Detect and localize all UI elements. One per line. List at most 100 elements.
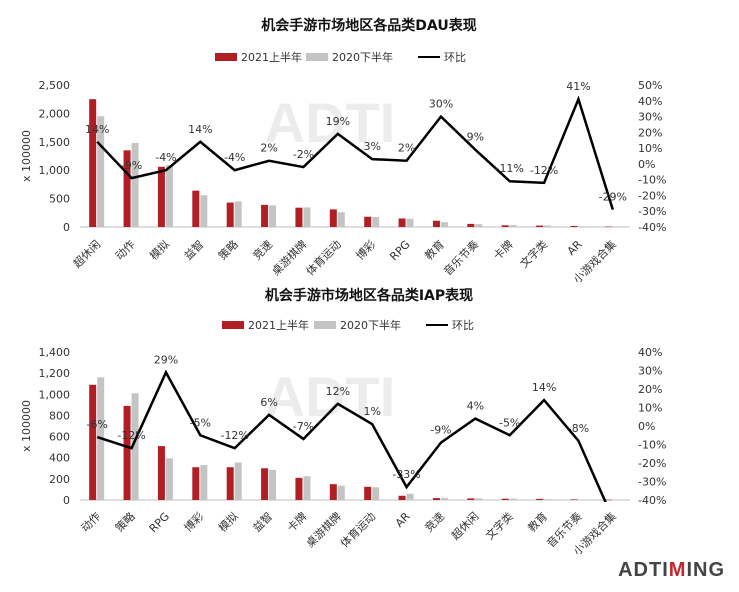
x-tick-label: 文字类: [517, 237, 550, 270]
line-data-label: 2%: [398, 142, 415, 155]
line-data-label: -8%: [568, 422, 589, 435]
line-data-label: -12%: [117, 429, 145, 442]
y2-tick-label: -30%: [638, 205, 666, 218]
x-tick-label: 卡牌: [284, 509, 309, 534]
line-data-label: -2%: [293, 148, 314, 161]
bar-2021h1: [192, 467, 200, 500]
bar-2020h2: [269, 205, 277, 227]
bar-2020h2: [303, 207, 311, 227]
bar-2021h1: [398, 495, 406, 500]
bar-2021h1: [501, 225, 509, 227]
line-series-qoq: [96, 95, 615, 211]
brand-accent: M: [668, 559, 687, 581]
y-tick-label: 1,500: [39, 136, 71, 149]
line-data-label: 14%: [188, 123, 212, 136]
bar-2020h2: [440, 222, 448, 227]
line-data-label: -12%: [530, 164, 558, 177]
line-data-label: -6%: [86, 418, 107, 431]
x-tick-label: 音乐节奏: [440, 237, 481, 278]
bar-2020h2: [440, 497, 448, 500]
y-tick-label: 500: [49, 193, 70, 206]
y2-tick-label: -20%: [638, 457, 666, 470]
bar-2021h1: [398, 218, 406, 227]
y-tick-label: 1,000: [39, 388, 71, 401]
bar-2021h1: [226, 202, 234, 227]
y-tick-label: 1,400: [39, 346, 71, 359]
x-tick-label: 教育: [422, 237, 447, 262]
bar-2021h1: [432, 498, 440, 500]
brand-suffix: ING: [686, 559, 725, 581]
line-data-label: 9%: [467, 131, 484, 144]
line-data-label: -4%: [224, 151, 245, 164]
bar-2021h1: [570, 499, 578, 500]
bar-2020h2: [97, 116, 105, 227]
brand-logo: ADTIMING: [618, 559, 725, 582]
legend-label: 环比: [452, 319, 474, 332]
x-tick-label: 文字类: [483, 509, 516, 542]
bar-2021h1: [295, 207, 303, 227]
chart-title: 机会手游市场地区各品类DAU表现: [261, 17, 476, 34]
legend-swatch-1: [215, 53, 237, 61]
legend-label: 2021上半年: [241, 50, 302, 64]
bar-2020h2: [544, 499, 552, 500]
bar-2021h1: [467, 223, 475, 227]
x-tick-label: 体育运动: [303, 237, 344, 278]
y-tick-label: 1,000: [39, 164, 71, 177]
bar-2021h1: [261, 468, 269, 500]
bar-2021h1: [157, 166, 165, 227]
legend-swatch-1: [222, 321, 244, 329]
bar-2021h1: [226, 467, 234, 500]
bar-2020h2: [337, 485, 345, 500]
x-tick-label: 策略: [215, 237, 240, 262]
y2-tick-label: 20%: [638, 126, 662, 139]
bar-2020h2: [269, 469, 277, 500]
bar-2021h1: [123, 150, 131, 227]
bar-2020h2: [612, 499, 620, 500]
x-tick-label: RPG: [387, 238, 412, 263]
bar-2021h1: [157, 446, 165, 500]
y-axis-label: x 100000: [20, 130, 33, 182]
y2-tick-label: 10%: [638, 142, 662, 155]
y-tick-label: 0: [63, 221, 70, 234]
bar-2021h1: [89, 99, 97, 227]
y2-tick-label: -30%: [638, 476, 666, 489]
line-data-label: -4%: [155, 151, 176, 164]
bar-2020h2: [200, 195, 208, 227]
y2-tick-label: 20%: [638, 383, 662, 396]
bar-2021h1: [536, 225, 544, 227]
y-tick-label: 1,200: [39, 367, 71, 380]
bar-2021h1: [536, 498, 544, 500]
bar-2020h2: [165, 458, 173, 500]
x-tick-label: 模拟: [147, 237, 172, 262]
line-data-label: -7%: [293, 420, 314, 433]
bar-2021h1: [192, 190, 200, 227]
line-data-label: 1%: [363, 405, 380, 418]
bar-2020h2: [509, 498, 517, 500]
bar-2020h2: [475, 498, 483, 500]
x-tick-label: 益智: [250, 509, 275, 534]
line-series-qoq: [96, 369, 607, 502]
y-axis-label: x 100000: [20, 400, 33, 452]
line-data-label: 41%: [566, 80, 590, 93]
bar-2020h2: [234, 462, 242, 500]
bar-2021h1: [261, 204, 269, 227]
bar-2020h2: [165, 165, 173, 227]
bar-2021h1: [123, 405, 131, 500]
bar-2021h1: [501, 498, 509, 500]
bar-2020h2: [406, 218, 414, 227]
line-data-label: 3%: [363, 140, 380, 153]
legend-swatch-2: [314, 321, 336, 329]
line-data-label: -29%: [599, 191, 627, 204]
x-tick-label: 教育: [525, 509, 550, 534]
bar-2020h2: [131, 393, 139, 500]
legend-swatch-2: [306, 53, 328, 61]
x-tick-label: 博彩: [354, 238, 379, 263]
y2-tick-label: 0%: [638, 158, 655, 171]
line-data-label: -9%: [430, 424, 451, 437]
y-tick-label: 200: [49, 473, 70, 486]
bar-2020h2: [544, 225, 552, 227]
y2-tick-label: 50%: [638, 79, 662, 92]
x-tick-label: RPG: [147, 510, 172, 535]
y2-tick-label: 40%: [638, 346, 662, 359]
x-tick-label: 模拟: [215, 509, 240, 534]
